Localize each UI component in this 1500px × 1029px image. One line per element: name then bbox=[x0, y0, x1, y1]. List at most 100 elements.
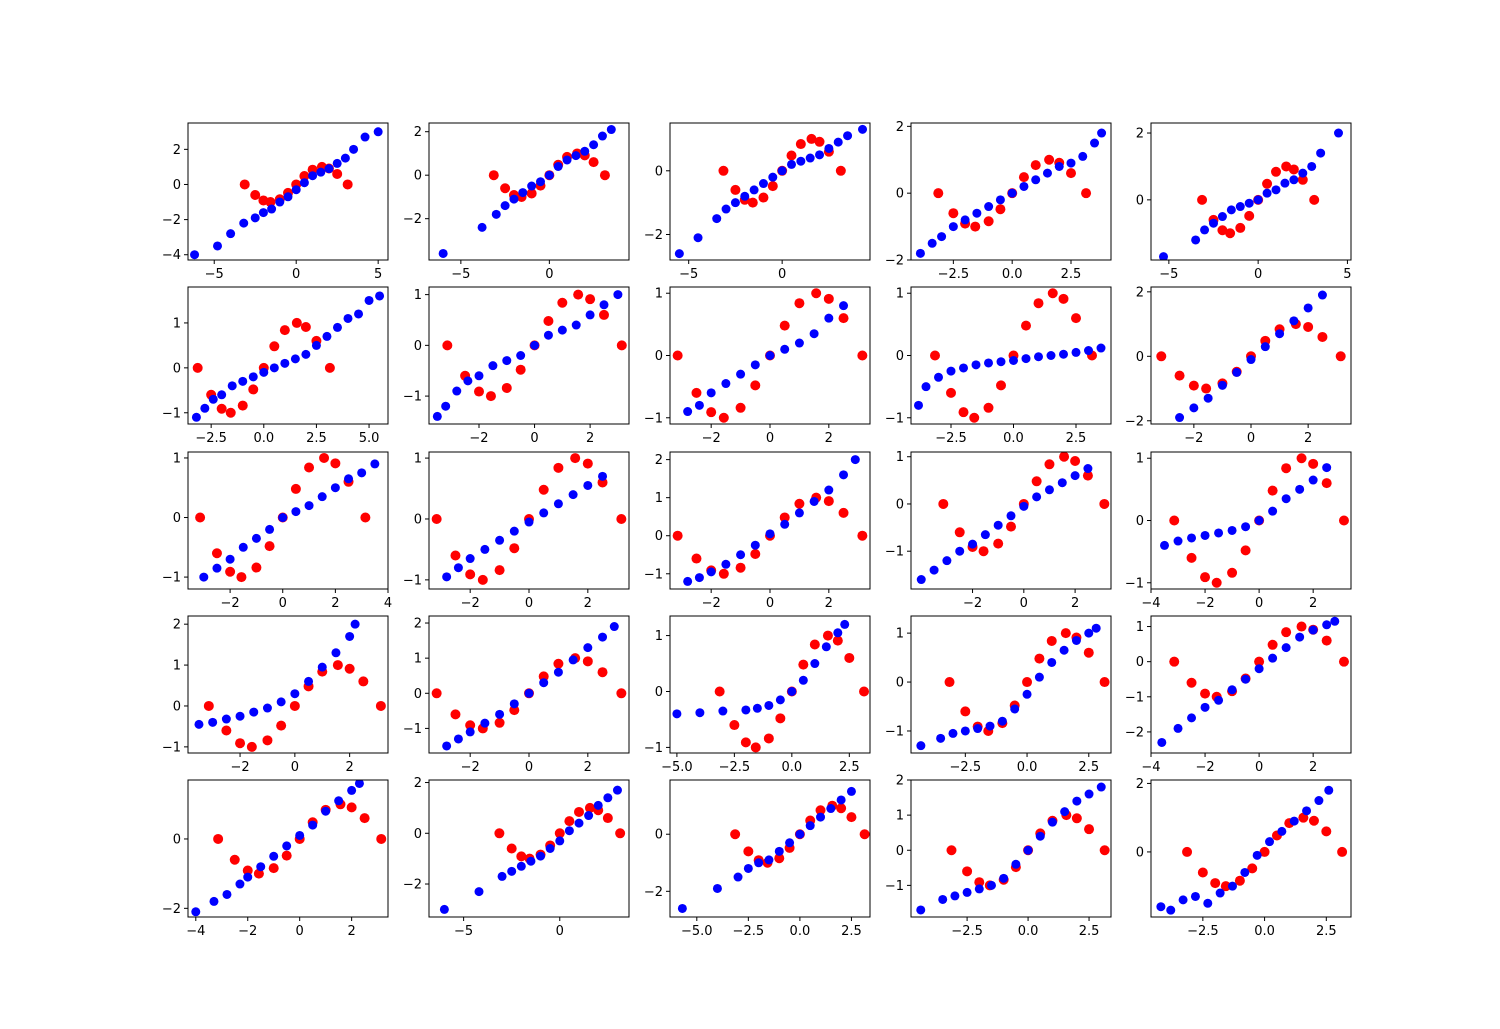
sample-point bbox=[916, 905, 926, 915]
x-tick-label: −4 bbox=[1141, 760, 1160, 775]
sample-point bbox=[568, 490, 578, 500]
sample-point bbox=[235, 879, 245, 889]
sample-point bbox=[598, 471, 608, 481]
sample-point bbox=[1203, 393, 1213, 403]
sine-point bbox=[599, 309, 609, 320]
y-tick-label: −2 bbox=[1125, 725, 1144, 740]
sample-point bbox=[839, 470, 849, 480]
sample-point bbox=[571, 320, 581, 330]
y-tick-label: 0 bbox=[173, 178, 181, 193]
x-tick-label: 4 bbox=[384, 596, 392, 611]
x-tick-label: 2 bbox=[1071, 596, 1079, 611]
sample-point bbox=[836, 795, 846, 805]
sample-point bbox=[712, 214, 722, 224]
sine-point bbox=[1288, 164, 1299, 175]
sample-point bbox=[674, 249, 684, 259]
sample-point bbox=[706, 388, 716, 398]
sample-point bbox=[208, 394, 218, 404]
sine-point bbox=[735, 562, 746, 573]
sine-point bbox=[1267, 639, 1278, 650]
sample-point bbox=[1044, 485, 1054, 495]
sample-point bbox=[1200, 225, 1210, 235]
sample-point bbox=[509, 194, 519, 204]
y-tick-label: 0 bbox=[414, 339, 422, 354]
sample-point bbox=[1021, 354, 1031, 364]
sample-point bbox=[1215, 888, 1225, 898]
sample-point bbox=[840, 619, 850, 629]
sample-point bbox=[821, 642, 831, 652]
sine-point bbox=[815, 805, 826, 816]
sample-point bbox=[1262, 188, 1272, 198]
x-tick-label: 0 bbox=[292, 267, 300, 282]
sine-point bbox=[573, 289, 584, 300]
x-tick-label: 2.5 bbox=[1078, 760, 1099, 775]
sine-point bbox=[342, 179, 353, 190]
sine-point bbox=[743, 846, 754, 857]
subplot-1-5: −5 0 5 0 2 bbox=[1136, 122, 1352, 282]
sample-point bbox=[276, 697, 286, 707]
sine-point bbox=[616, 340, 627, 351]
sine-point bbox=[225, 566, 236, 577]
sine-point bbox=[557, 297, 568, 308]
sample-point bbox=[557, 325, 567, 335]
sample-point bbox=[495, 709, 505, 719]
sine-point bbox=[970, 221, 981, 232]
marks bbox=[915, 128, 1107, 258]
sample-point bbox=[824, 313, 834, 323]
sample-point bbox=[545, 844, 555, 853]
sine-point bbox=[300, 321, 311, 332]
axes-frame bbox=[910, 615, 1112, 754]
sample-point bbox=[1308, 475, 1318, 485]
x-tick-label: 0 bbox=[766, 431, 774, 446]
x-tick-label: 2 bbox=[584, 760, 592, 775]
sine-point bbox=[332, 168, 343, 179]
sample-point bbox=[1060, 807, 1070, 817]
sample-point bbox=[780, 519, 790, 529]
sine-point bbox=[1335, 351, 1346, 362]
sample-point bbox=[694, 400, 704, 410]
sample-point bbox=[1019, 181, 1029, 191]
sample-point bbox=[304, 676, 314, 686]
sample-point bbox=[516, 861, 526, 871]
plot-area bbox=[911, 452, 1111, 589]
sample-point bbox=[984, 358, 993, 368]
sine-point bbox=[954, 527, 965, 538]
y-tick-label: −2 bbox=[1125, 414, 1144, 429]
sample-point bbox=[1314, 796, 1324, 806]
plot-area bbox=[1151, 452, 1351, 589]
sine-point bbox=[1227, 567, 1238, 578]
sine-point bbox=[239, 179, 250, 190]
sample-point bbox=[1226, 205, 1236, 215]
sample-point bbox=[497, 871, 507, 881]
subplot-5-3: −5.0 −2.5 0.0 2.5 −2 0 bbox=[644, 779, 871, 939]
sample-point bbox=[775, 695, 785, 705]
sample-point bbox=[345, 631, 355, 641]
y-tick-label: 1 bbox=[655, 287, 663, 302]
sine-point bbox=[276, 720, 287, 731]
sine-point bbox=[969, 412, 980, 423]
sine-point bbox=[485, 391, 496, 402]
sample-point bbox=[1006, 511, 1016, 521]
sine-point bbox=[211, 548, 222, 559]
sine-point bbox=[1200, 688, 1211, 699]
sample-point bbox=[439, 904, 449, 914]
sample-point bbox=[858, 124, 868, 134]
sample-point bbox=[795, 829, 805, 839]
sample-point bbox=[509, 526, 519, 536]
sample-point bbox=[526, 856, 536, 866]
x-tick-label: 0.0 bbox=[1017, 760, 1038, 775]
x-tick-label: 0.0 bbox=[253, 431, 274, 446]
sample-point bbox=[740, 191, 750, 201]
y-tick-label: −2 bbox=[644, 228, 663, 243]
sine-point bbox=[450, 550, 461, 561]
sample-point bbox=[948, 222, 958, 232]
sine-point bbox=[763, 733, 774, 744]
x-tick-label: 0.0 bbox=[1003, 431, 1024, 446]
sample-point bbox=[1072, 796, 1082, 806]
sine-point bbox=[1021, 320, 1031, 331]
y-tick-label: −1 bbox=[644, 741, 663, 756]
sine-point bbox=[515, 364, 526, 375]
sample-point bbox=[794, 508, 804, 518]
sample-point bbox=[509, 699, 519, 709]
sample-point bbox=[794, 338, 804, 348]
